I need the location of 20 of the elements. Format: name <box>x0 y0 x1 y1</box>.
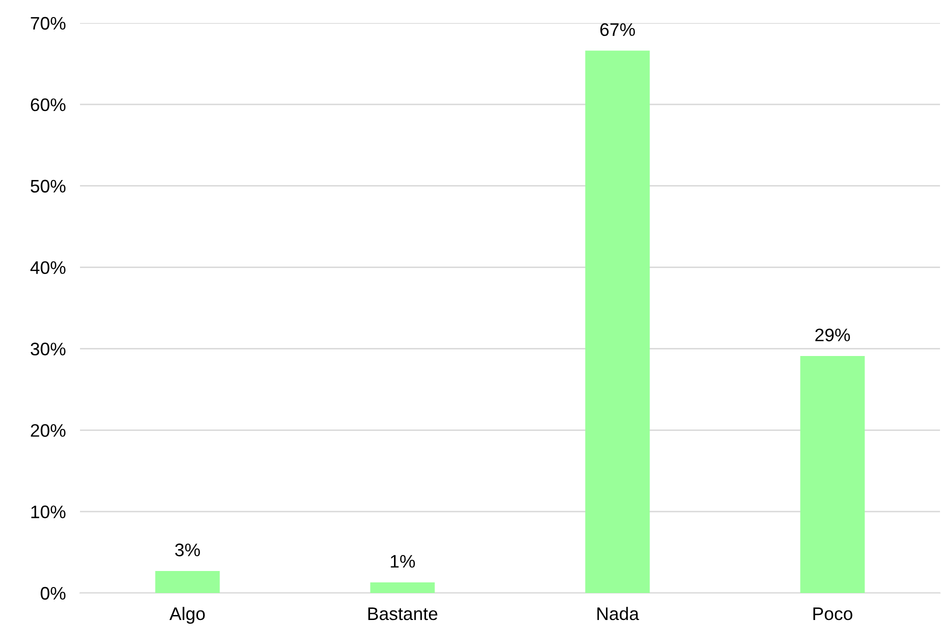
bar <box>585 50 650 593</box>
x-tick-label: Poco <box>813 608 852 620</box>
y-tick-label: 70% <box>30 16 66 30</box>
data-label: 1% <box>390 555 415 568</box>
y-tick-label: 40% <box>30 261 66 274</box>
y-tick-label: 20% <box>30 424 66 437</box>
data-label: 67% <box>600 23 635 36</box>
y-tick-label: 0% <box>40 586 66 600</box>
x-tick-label: Nada <box>597 606 640 620</box>
y-tick-label: 10% <box>31 506 66 518</box>
y-tick-label: 30% <box>30 342 66 356</box>
bar <box>370 582 435 593</box>
y-tick-label: 60% <box>30 98 66 112</box>
bar <box>800 356 865 593</box>
x-tick-label: Algo <box>169 606 205 624</box>
y-tick-label: 50% <box>30 180 66 193</box>
bar <box>155 571 220 593</box>
x-tick-label: Bastante <box>368 608 438 620</box>
data-label: 3% <box>175 544 200 556</box>
data-label: 29% <box>815 328 850 342</box>
